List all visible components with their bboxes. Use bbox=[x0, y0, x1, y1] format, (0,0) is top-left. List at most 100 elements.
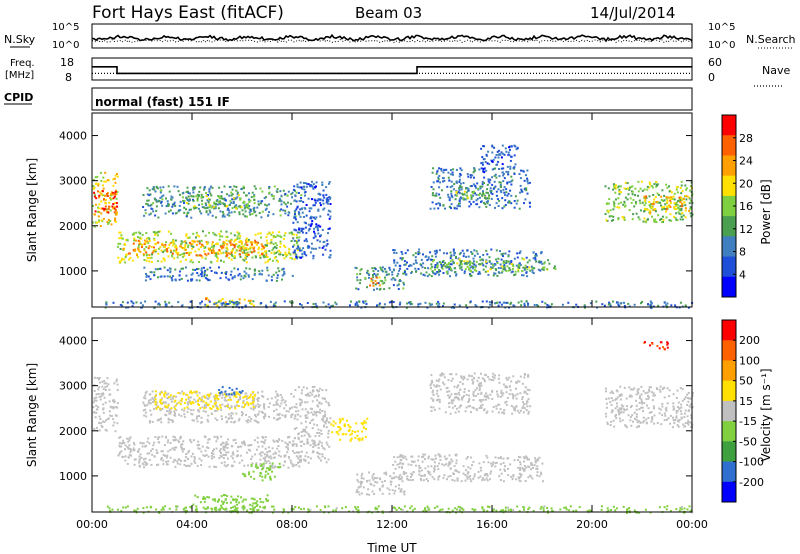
data-cell bbox=[299, 208, 302, 211]
data-cell bbox=[616, 206, 619, 209]
data-cell bbox=[524, 267, 527, 270]
data-cell bbox=[514, 394, 517, 397]
data-cell bbox=[467, 471, 470, 474]
data-cell bbox=[258, 404, 261, 407]
data-cell bbox=[316, 424, 319, 427]
data-cell bbox=[97, 220, 100, 223]
data-cell bbox=[166, 397, 169, 400]
data-cell bbox=[261, 269, 264, 272]
data-cell bbox=[215, 409, 218, 412]
data-cell bbox=[214, 403, 217, 406]
data-cell bbox=[213, 465, 216, 468]
data-cell bbox=[313, 204, 316, 207]
data-cell bbox=[145, 273, 147, 275]
data-cell bbox=[437, 176, 440, 179]
data-cell bbox=[661, 215, 664, 218]
data-cell bbox=[495, 301, 498, 304]
data-cell bbox=[470, 194, 472, 197]
data-cell bbox=[393, 261, 396, 264]
data-cell bbox=[450, 306, 453, 309]
data-cell bbox=[453, 251, 456, 254]
data-cell bbox=[205, 454, 208, 456]
data-cell bbox=[193, 457, 196, 460]
data-cell bbox=[675, 218, 678, 221]
data-cell bbox=[261, 190, 264, 193]
data-cell bbox=[343, 423, 346, 426]
data-cell bbox=[525, 300, 528, 303]
data-cell bbox=[247, 419, 250, 421]
data-cell bbox=[220, 461, 223, 464]
data-cell bbox=[539, 252, 542, 255]
data-cell bbox=[100, 207, 103, 210]
data-cell bbox=[526, 275, 529, 278]
data-cell bbox=[513, 257, 516, 260]
data-cell bbox=[485, 205, 488, 208]
data-cell bbox=[374, 477, 376, 480]
data-cell bbox=[541, 268, 544, 271]
data-cell bbox=[300, 249, 303, 252]
data-cell bbox=[289, 459, 292, 462]
data-cell bbox=[431, 255, 434, 258]
data-cell bbox=[289, 253, 292, 256]
data-cell bbox=[118, 261, 121, 264]
data-cell bbox=[253, 206, 256, 209]
data-cell bbox=[307, 441, 310, 444]
data-cell bbox=[213, 448, 215, 451]
data-cell bbox=[214, 399, 217, 402]
data-cell bbox=[173, 458, 176, 461]
data-cell bbox=[522, 411, 525, 414]
data-cell bbox=[148, 194, 151, 197]
data-cell bbox=[254, 453, 257, 456]
data-cell bbox=[519, 476, 522, 478]
data-cell bbox=[157, 241, 160, 244]
data-cell bbox=[485, 200, 488, 203]
data-cell bbox=[403, 271, 406, 273]
data-cell bbox=[219, 235, 221, 238]
data-cell bbox=[409, 479, 412, 482]
data-cell bbox=[258, 270, 261, 273]
data-cell bbox=[295, 443, 298, 446]
data-cell bbox=[372, 276, 375, 279]
data-cell bbox=[427, 479, 429, 482]
data-cell bbox=[430, 406, 433, 409]
data-cell bbox=[524, 264, 527, 267]
data-cell bbox=[200, 464, 203, 466]
data-cell bbox=[662, 218, 665, 221]
data-cell bbox=[483, 197, 486, 199]
data-cell bbox=[295, 445, 298, 447]
data-cell bbox=[187, 202, 190, 205]
data-cell bbox=[467, 401, 470, 403]
data-cell bbox=[627, 302, 630, 305]
data-cell bbox=[426, 259, 429, 262]
data-cell bbox=[259, 462, 262, 465]
data-cell bbox=[506, 181, 509, 184]
data-cell bbox=[485, 392, 488, 395]
data-cell bbox=[275, 390, 278, 393]
data-cell bbox=[275, 247, 278, 250]
data-cell bbox=[679, 213, 682, 216]
data-cell bbox=[132, 302, 135, 305]
data-cell bbox=[124, 256, 127, 259]
data-cell bbox=[294, 389, 297, 391]
data-cell bbox=[452, 173, 454, 176]
data-cell bbox=[488, 301, 491, 304]
data-cell bbox=[321, 229, 324, 231]
data-cell bbox=[472, 267, 475, 270]
data-cell bbox=[233, 303, 236, 306]
data-cell bbox=[277, 445, 280, 447]
data-cell bbox=[364, 435, 367, 438]
data-cell bbox=[247, 207, 250, 210]
data-cell bbox=[204, 396, 206, 399]
data-cell bbox=[115, 189, 117, 192]
data-cell bbox=[322, 194, 325, 197]
data-cell bbox=[426, 306, 429, 309]
data-cell bbox=[195, 236, 197, 239]
data-cell bbox=[204, 207, 207, 210]
data-cell bbox=[102, 176, 105, 179]
data-cell bbox=[501, 163, 504, 166]
data-cell bbox=[243, 473, 246, 476]
data-cell bbox=[160, 458, 163, 461]
data-cell bbox=[309, 391, 312, 394]
data-cell bbox=[317, 428, 320, 431]
data-cell bbox=[231, 198, 234, 201]
